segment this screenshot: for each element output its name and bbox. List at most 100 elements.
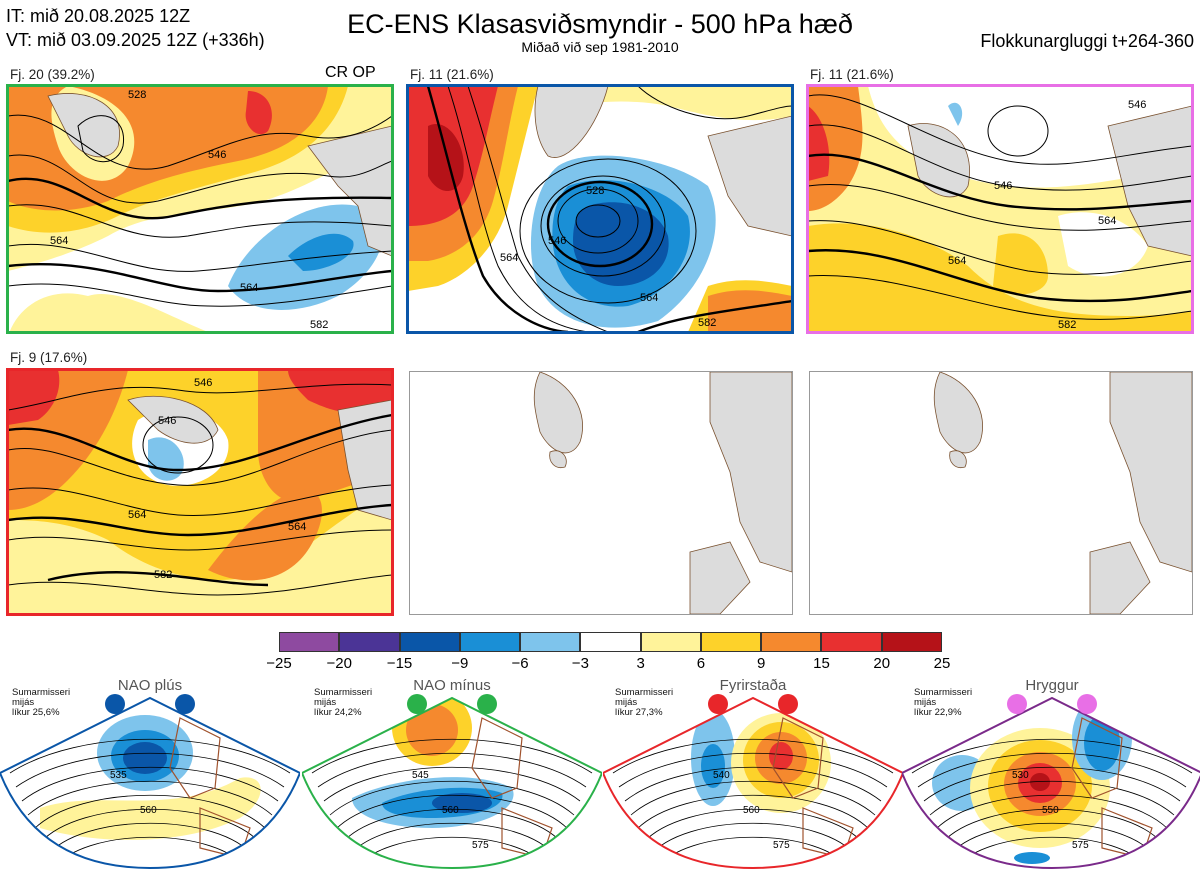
cluster-panel-2-border <box>406 84 794 334</box>
colorbar-tick-label: 9 <box>757 655 766 672</box>
colorbar-swatch <box>399 632 460 652</box>
colorbar-swatch <box>339 632 400 652</box>
colorbar-swatch <box>640 632 701 652</box>
regime-marker <box>1007 694 1027 714</box>
regime-contour-label: 560 <box>140 805 157 816</box>
page-subtitle: Miðað við sep 1981-2010 <box>521 39 679 55</box>
colorbar <box>279 632 942 652</box>
anomaly-6 <box>808 223 1192 332</box>
contour-label-564b: 564 <box>240 282 258 294</box>
colorbar-tick-label: −9 <box>451 655 469 672</box>
regime-title: NAO mínus <box>413 677 491 694</box>
regime-panel: 540 560 575 Fyrirstaða Sumarmisseri mijás … <box>603 678 903 871</box>
anomaly-15 <box>245 91 272 135</box>
cluster-panel-6-empty <box>809 371 1193 615</box>
regime-title: NAO plús <box>117 677 183 694</box>
land-scandinavia <box>1107 105 1192 257</box>
colorbar-swatch <box>520 632 581 652</box>
anomaly-20 <box>428 124 464 191</box>
regime-contour-label: 575 <box>472 840 489 851</box>
regime-marker <box>105 694 125 714</box>
regime-panel: 545 560 575 NAO mínus Sumarmisseri mijás l… <box>302 678 602 871</box>
contour-label-582: 582 <box>310 319 328 331</box>
anomaly-center <box>993 233 1048 295</box>
regime-marker <box>407 694 427 714</box>
cluster-panel-3-border <box>806 84 1194 334</box>
regime-contour-label: 530 <box>1012 770 1029 781</box>
land-greenland <box>907 123 970 198</box>
regime-mean: mijás <box>12 697 35 708</box>
contour-label-528: 528 <box>128 89 146 101</box>
land-greenland <box>533 372 583 454</box>
cluster-panel-4-border <box>6 368 394 616</box>
contour-label-582: 582 <box>698 317 716 329</box>
regime-panel: 530 550 575 Hryggur Sumarmisseri mijás lík… <box>902 678 1200 871</box>
contour-label-528: 528 <box>586 185 604 197</box>
land-greenland <box>933 372 983 454</box>
panel-1-label: Fj. 20 (39.2%) <box>10 67 95 82</box>
colorbar-tick-label: −20 <box>326 655 352 672</box>
regime-contour-label: 560 <box>442 805 459 816</box>
regime-title: Fyrirstaða <box>719 677 787 694</box>
regime-marker <box>1077 694 1097 714</box>
regime-panel: 535 560 NAO plús Sumarmisseri mijás líkur… <box>0 678 300 871</box>
colorbar-swatch <box>821 632 882 652</box>
anomaly-9 <box>808 86 863 211</box>
cluster-panel-2: 528 546 564 564 582 <box>408 86 792 332</box>
regime-season: Sumarmisseri <box>914 687 973 698</box>
colorbar-tick-label: 6 <box>696 655 706 672</box>
land-europe <box>689 541 751 614</box>
land-iceland <box>549 450 567 469</box>
panel-1-extra: CR OP <box>325 64 376 81</box>
cluster-panel-1-border <box>6 84 394 334</box>
contour-label-546a: 546 <box>1128 99 1146 111</box>
contour-label-582: 582 <box>154 569 172 581</box>
contour-label-564b: 564 <box>288 521 306 533</box>
land-greenland <box>534 86 609 158</box>
colorbar-tick-label: 3 <box>636 655 645 672</box>
contour-label-564: 564 <box>948 255 966 267</box>
regime-probability: líkur 27,3% <box>615 707 663 718</box>
colorbar-swatch <box>459 632 521 652</box>
cluster-panel-4: 546 546 564 564 582 <box>8 370 392 614</box>
regime-contour-label: 545 <box>412 770 429 781</box>
contour-label-546: 546 <box>208 149 226 161</box>
colorbar-swatch <box>279 632 340 652</box>
colorbar-labels: −25 −20 −15 −9 −6 −3 3 6 9 15 20 25 <box>266 655 950 674</box>
cluster-panel-1: 528 546 564 564 582 <box>8 86 392 332</box>
anomaly-south-east-9 <box>708 290 792 332</box>
contour-label-546a: 546 <box>194 377 212 389</box>
cluster-panel-5-empty <box>409 371 793 615</box>
land-scandinavia <box>307 125 392 257</box>
land-scandinavia <box>337 399 392 521</box>
regime-mean: mijás <box>914 697 937 708</box>
regime-contour-label: 560 <box>743 805 760 816</box>
valid-time: VT: mið 03.09.2025 12Z (+336h) <box>6 30 265 50</box>
contour-label-546: 546 <box>548 235 566 247</box>
regime-contour-label: 540 <box>713 770 730 781</box>
regime-contour-label: 575 <box>773 840 790 851</box>
colorbar-tick-label: 15 <box>813 655 830 672</box>
contour-label-582: 582 <box>1058 319 1076 331</box>
contour-label-564b: 564 <box>1098 215 1116 227</box>
contour-label-564a: 564 <box>50 235 68 247</box>
classification-window: Flokkunargluggi t+264-360 <box>980 31 1194 51</box>
land-scandinavia <box>709 372 792 573</box>
land-greenland <box>47 93 120 158</box>
land-scandinavia <box>707 115 792 237</box>
cluster-panel-3: 546 546 564 564 582 <box>808 86 1192 332</box>
regime-mean: mijás <box>314 697 337 708</box>
land-iceland <box>949 450 967 469</box>
regime-probability: líkur 22,9% <box>914 707 962 718</box>
contour-label-564: 564 <box>128 509 146 521</box>
regime-marker <box>708 694 728 714</box>
anomaly-15-west <box>8 370 60 425</box>
land-scandinavia <box>1109 372 1192 573</box>
regime-season: Sumarmisseri <box>314 687 373 698</box>
panel-4-label: Fj. 9 (17.6%) <box>10 350 88 365</box>
land-europe <box>1089 541 1151 614</box>
panel-3-label: Fj. 11 (21.6%) <box>810 67 894 82</box>
colorbar-swatch <box>580 632 641 652</box>
regime-reference-row: 535 560 NAO plús Sumarmisseri mijás líkur… <box>0 678 1200 871</box>
regime-mean: mijás <box>615 697 638 708</box>
